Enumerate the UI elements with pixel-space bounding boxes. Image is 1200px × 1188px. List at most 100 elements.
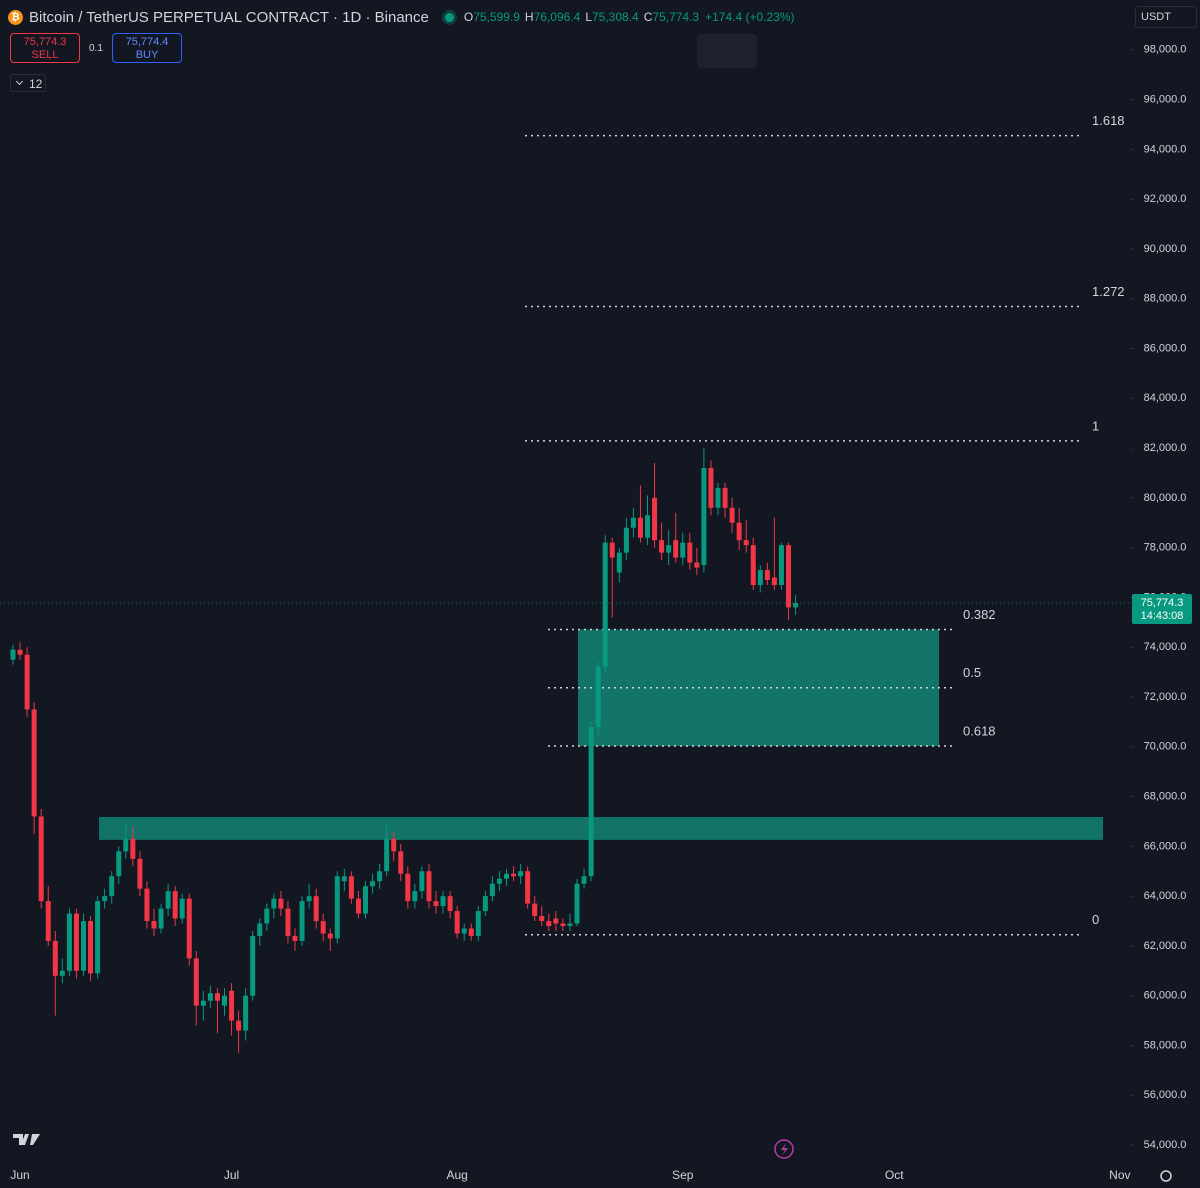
candle-body [694,562,700,568]
candle-body [609,542,615,558]
candle-body [66,913,72,971]
y-tick-label: 86,000.0 [1144,342,1187,354]
legend-item: L75,308.4 [585,10,638,24]
fib-label: 0.618 [963,723,996,738]
candle-body [637,517,643,538]
settings-icon[interactable] [1160,1170,1172,1182]
price-axis: 54,000.0 56,000.0 58,000.0 60,000.0 62,000.0… [10,44,1192,1182]
y-tick-label: 72,000.0 [1144,691,1187,703]
legend-item: H76,096.4 [525,10,580,24]
legend-value: 75,308.4 [592,10,639,24]
candle-body [419,871,425,892]
candle-body [236,1020,242,1031]
candle-body [673,540,679,558]
candle-body [778,545,784,585]
candle-body [137,858,143,889]
candle-body [38,816,44,902]
legend-item: C75,774.3 [644,10,699,24]
candle-body [116,851,122,877]
candle-body [468,928,474,936]
candle-body [306,896,312,902]
candle-body [81,921,86,971]
y-tick-label: 60,000.0 [1144,990,1187,1002]
quantity: 0.1 [89,43,103,54]
lightning-icon[interactable] [774,1139,794,1159]
candle-body [793,603,799,608]
candle-body [757,570,763,585]
candle-body [207,993,213,1001]
candle-body [659,540,665,553]
candle-body [504,873,509,879]
fib-label: 1 [1092,418,1099,433]
candle-body [518,871,524,877]
candle-body [412,891,418,902]
candle-body [377,871,383,882]
candle-body [687,542,693,563]
y-tick-label: 82,000.0 [1144,442,1187,454]
candle-body [496,878,502,884]
candle-body [179,898,185,919]
legend-value: 75,599.9 [473,10,520,24]
status-dot [444,12,454,22]
toolbar[interactable] [697,34,757,68]
candle-body [680,542,686,558]
countdown: 14:43:08 [1141,610,1184,622]
last-price-tag [1132,594,1192,625]
candle-body [257,923,263,936]
y-tick-label: 54,000.0 [1144,1139,1187,1151]
candle-body [771,577,777,585]
y-tick-label: 92,000.0 [1144,193,1187,205]
candle-body [165,891,171,909]
legend-key: L [585,10,592,24]
candle-body [327,933,333,939]
symbol: Bitcoin / TetherUS PERPETUAL CONTRACT · … [29,8,429,26]
currency-select[interactable]: USDT [1135,6,1197,28]
x-tick-label: Aug [446,1168,467,1182]
candle-body [384,838,390,872]
candle-body [17,649,23,655]
candle-body [652,497,658,541]
candle-body [426,871,432,902]
candle-body [102,896,108,902]
buy-button[interactable]: 75,774.4 BUY [112,33,182,63]
fib-label: 0.5 [963,665,981,680]
candle-body [574,883,580,924]
candle-body [447,896,453,912]
candle-body [264,908,270,924]
candle-body [10,649,16,660]
candle-body [546,921,552,927]
candle-body [553,918,559,924]
candle-body [532,903,538,917]
candle-body [370,881,376,887]
y-tick-label: 64,000.0 [1144,890,1187,902]
sell-button[interactable]: 75,774.3 SELL [10,33,80,63]
last-price-label: 75,774.3 [1141,597,1184,609]
candle-body [172,891,178,919]
legend-key: O [463,10,474,24]
candle-body [278,898,284,909]
legend-key: H [524,10,534,24]
indicators-toggle[interactable]: 12 [10,74,46,92]
candle-body [229,990,235,1021]
candle-body [214,993,220,1001]
candle-body [511,873,517,877]
header: ₿ Bitcoin / TetherUS PERPETUAL CONTRACT … [8,6,795,28]
ohlc-legend: O75,599.9 H76,096.4 L75,308.4 C75,774.3 [464,10,699,24]
y-tick-label: 88,000.0 [1144,293,1187,305]
candle-body [222,995,227,1006]
candle-body [405,873,411,902]
logo [13,1134,40,1145]
candle-body [334,876,340,939]
candle-body [475,911,481,936]
candle-body [454,911,460,934]
legend-value: 75,774.3 [652,10,700,24]
candle-body [482,896,488,912]
y-tick-label: 70,000.0 [1144,741,1187,753]
candle-body [750,545,756,585]
candle-body [616,552,622,573]
candle-body [666,545,672,553]
legend-item: O75,599.9 [464,10,520,24]
candle-body [355,898,361,914]
